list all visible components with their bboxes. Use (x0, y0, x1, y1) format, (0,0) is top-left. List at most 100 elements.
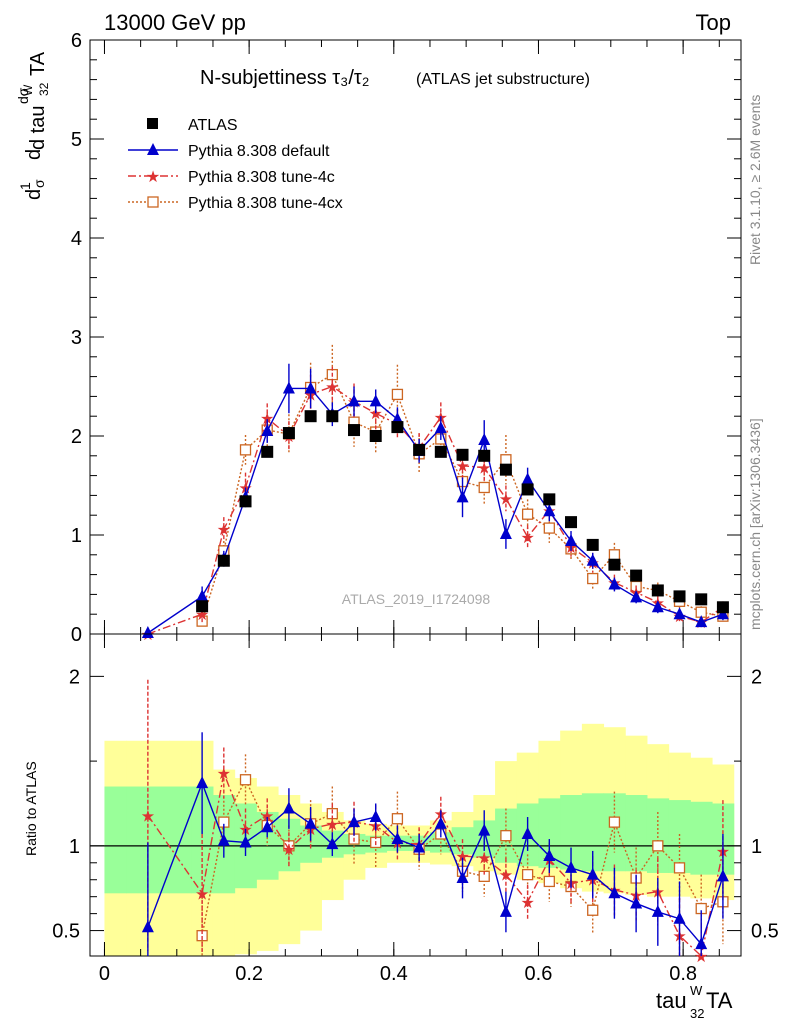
main-default-point (434, 421, 447, 434)
band-green (560, 795, 583, 870)
ratio-xtick-label: 0.6 (525, 963, 553, 985)
ratio-default-point (608, 886, 621, 899)
main-atlas-point (543, 493, 556, 506)
svg-text:32: 32 (690, 1006, 704, 1021)
ratio-tune4c-point: ★ (325, 815, 339, 834)
ratio-tune4c-point: ★ (282, 840, 296, 859)
band-green (625, 795, 648, 872)
ratio-ylabel: Ratio to ATLAS (23, 761, 39, 856)
ratio-xtick-label: 0.8 (669, 963, 697, 985)
main-default-point (261, 424, 274, 437)
ratio-default-point (413, 840, 426, 853)
ratio-default-point (217, 833, 230, 846)
main-atlas-point (565, 516, 578, 529)
main-atlas-point (434, 445, 447, 458)
main-atlas-point (261, 445, 274, 458)
main-ytick-label: 6 (71, 30, 82, 52)
main-ytick-label: 4 (71, 228, 82, 250)
svg-text:dσ: dσ (15, 87, 31, 104)
main-default-point (630, 590, 643, 603)
main-atlas-point (456, 448, 469, 461)
band-green (191, 786, 214, 894)
header-right-label: Top (696, 10, 731, 35)
legend-label-atlas: ATLAS (188, 117, 238, 134)
main-ytick-label: 2 (71, 426, 82, 448)
header-left-label: 13000 GeV pp (104, 10, 246, 35)
svg-text:d: d (23, 189, 45, 200)
ratio-tune4cx-point (391, 813, 404, 825)
ratio-tune4cx-point (543, 875, 555, 888)
main-default-point (695, 615, 708, 628)
main-ytick-label: 5 (71, 129, 82, 151)
main-atlas-point (478, 449, 491, 462)
chart-title: N-subjettiness τ₃/τ₂ (200, 67, 370, 89)
main-default-point (282, 381, 295, 394)
legend-label-tune4cx: Pythia 8.308 tune-4cx (188, 195, 343, 212)
main-tune4c-point: ★ (455, 457, 469, 476)
legend-label-tune4c: Pythia 8.308 tune-4c (188, 169, 335, 186)
ratio-tune4c-point: ★ (499, 866, 513, 885)
main-atlas-point (673, 590, 686, 603)
ratio-tune4cx-point (673, 862, 686, 874)
main-tune4c-point: ★ (325, 378, 339, 397)
ratio-default-point (282, 801, 295, 814)
main-atlas-point (217, 554, 230, 567)
band-green (104, 786, 127, 894)
band-green (646, 798, 670, 873)
legend-marker-tune4c: ★ (146, 167, 160, 186)
ratio-tune4c-point: ★ (260, 806, 274, 825)
ratio-default-point (261, 820, 274, 833)
ratio-ytick-label-right: 2 (751, 666, 762, 688)
ratio-tune4c-point: ★ (520, 893, 534, 912)
ratio-ytick-label-left: 2 (69, 666, 80, 688)
svg-text:TA: TA (706, 988, 733, 1013)
main-default-point (456, 490, 469, 503)
main-default-point (304, 381, 317, 394)
ratio-tune4cx-point (587, 904, 599, 916)
main-default-point (196, 589, 209, 602)
main-atlas-point (586, 538, 599, 551)
main-tune4cx-point (391, 388, 404, 401)
ratio-tune4c-point: ★ (694, 947, 708, 966)
band-green (690, 801, 713, 875)
legend-marker-atlas (147, 118, 158, 129)
main-default-point (586, 553, 599, 566)
side-label-mcplots: mcplots.cern.ch [arXiv:1306.3436] (747, 418, 763, 630)
ratio-ytick-label-right: 0.5 (751, 921, 779, 943)
main-tune4c-point: ★ (369, 404, 383, 423)
ratio-default-point (304, 816, 317, 829)
main-atlas-point (608, 558, 621, 571)
svg-text:d: d (23, 149, 45, 160)
main-tune4cx-point (608, 549, 621, 561)
ratio-tune4cx-point (521, 869, 534, 881)
ratio-default-point (630, 896, 643, 909)
main-atlas-point (348, 424, 361, 437)
main-default-point (673, 607, 686, 620)
ratio-plot: 0 0.2 0.4 0.6 0.80.5 0.51 12 2★★★★★★★ ★ ★★★ ★★★★ ★★… (52, 633, 779, 985)
ratio-xtick-label: 0.2 (235, 963, 263, 985)
ratio-default-point (239, 835, 252, 848)
ratio-default-point (391, 832, 404, 845)
ratio-ytick-label-right: 1 (751, 836, 762, 858)
ratio-tune4c-point: ★ (477, 849, 491, 868)
ratio-tune4cx-point (652, 840, 664, 852)
legend: ATLAS Pythia 8.308 default ★ Pythia 8.30… (128, 117, 343, 212)
ratio-tune4c-point: ★ (217, 764, 231, 783)
ratio-tune4c-point: ★ (455, 847, 469, 866)
svg-text:σ: σ (31, 179, 47, 188)
main-tune4cx-point (239, 444, 252, 456)
ratio-tune4c-point: ★ (195, 884, 209, 903)
ratio-default-point (478, 823, 491, 836)
svg-text:1: 1 (17, 182, 33, 190)
main-tune4cx-point (543, 522, 555, 534)
ratio-tune4cx-point (239, 774, 252, 786)
main-tune4cx-point (478, 481, 490, 494)
main-atlas-point (499, 463, 512, 476)
main-atlas-point (695, 593, 708, 606)
ratio-default-point (673, 911, 686, 924)
ratio-default-point (565, 860, 578, 873)
main-default-point (565, 533, 578, 546)
ratio-tune4cx-point (500, 830, 512, 842)
ratio-default-point (543, 849, 556, 862)
